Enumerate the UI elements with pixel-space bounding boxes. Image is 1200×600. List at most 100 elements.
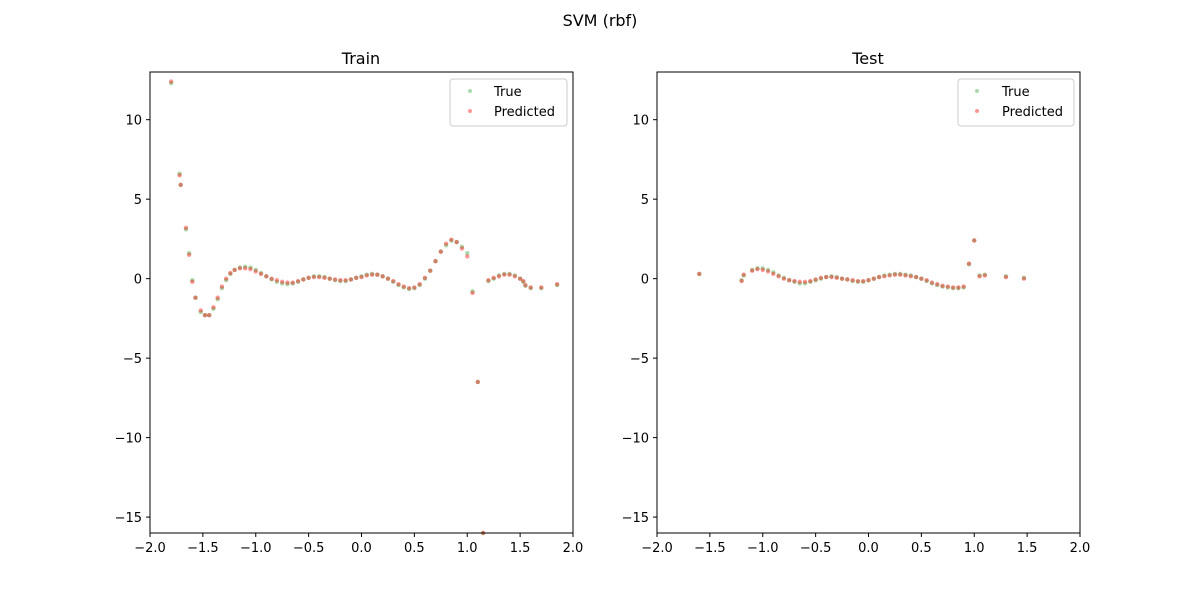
test-x-tick-label: −2.0 <box>641 541 673 556</box>
test-predicted-point <box>871 276 876 281</box>
test-true-point <box>808 279 813 285</box>
train-predicted-point <box>412 285 417 290</box>
train-predicted-point <box>232 267 237 273</box>
train-predicted-point <box>311 274 317 280</box>
train-true-point <box>406 286 412 292</box>
train-true-point <box>223 278 229 283</box>
train-predicted-point <box>211 305 216 310</box>
train-x-tick-label: 1.0 <box>457 541 478 556</box>
test-true-point <box>935 282 940 288</box>
train-true-point <box>401 285 406 290</box>
test-predicted-point <box>945 284 951 289</box>
test-predicted-point <box>855 278 861 284</box>
train-legend-predicted-label: Predicted <box>494 105 555 120</box>
test-legend-true-label: True <box>1001 85 1030 100</box>
train-predicted-point <box>219 284 225 289</box>
train-y-tick-label: 10 <box>125 114 142 129</box>
train-true-point <box>198 309 203 315</box>
train-predicted-point <box>178 182 183 188</box>
test-true-point <box>824 274 829 280</box>
test-predicted-point <box>940 283 945 289</box>
train-true-point <box>465 251 470 256</box>
train-true-point <box>168 80 174 86</box>
test-x-tick-label: −1.0 <box>747 541 779 556</box>
train-true-point <box>177 171 182 176</box>
train-predicted-point <box>359 274 364 280</box>
test-true-point <box>813 278 818 283</box>
train-x-tick-label: 2.0 <box>563 541 584 556</box>
train-predicted-point <box>517 276 523 281</box>
test-legend: True Predicted <box>957 78 1075 127</box>
test-true-point <box>765 267 771 273</box>
test-y-tick-label: −15 <box>622 511 649 526</box>
train-marks <box>168 79 560 536</box>
test-predicted-point <box>977 274 982 279</box>
test-predicted-point <box>919 276 924 281</box>
test-x-tick-label: 2.0 <box>1070 541 1091 556</box>
test-predicted-point <box>892 272 898 277</box>
test-true-point <box>908 273 913 278</box>
train-true-point <box>178 182 183 188</box>
test-true-point <box>834 274 839 280</box>
train-true-point <box>417 282 422 288</box>
test-predicted-point <box>741 272 746 277</box>
train-predicted-point <box>454 239 459 245</box>
test-legend-predicted-marker <box>975 109 979 113</box>
test-true-point <box>887 272 892 277</box>
test-true-point <box>950 285 956 291</box>
test-predicted-point <box>861 278 866 284</box>
train-predicted-point <box>322 275 327 281</box>
train-predicted-point <box>183 225 189 230</box>
test-true-point <box>1003 274 1009 279</box>
train-true-point <box>253 267 258 273</box>
train-legend-predicted-marker <box>468 109 472 113</box>
train-predicted-point <box>332 277 338 282</box>
train-true-point <box>502 271 507 277</box>
train-predicted-point <box>228 270 233 276</box>
test-predicted-point <box>903 273 908 278</box>
test-predicted-point <box>797 279 802 285</box>
test-true-point <box>786 278 792 283</box>
test-predicted-point <box>1003 274 1009 280</box>
test-predicted-point <box>834 275 839 281</box>
test-predicted-point <box>866 278 871 283</box>
test-predicted-point <box>760 267 765 273</box>
train-y-axis: 10 5 0 −5 −10 −15 <box>115 114 150 526</box>
train-true-point <box>215 297 220 302</box>
test-true-point <box>903 272 908 277</box>
test-true-point <box>850 278 855 284</box>
train-predicted-point <box>496 274 502 279</box>
train-predicted-point <box>396 282 401 287</box>
train-predicted-point <box>279 279 285 285</box>
train-predicted-point <box>554 282 560 287</box>
train-legend: True Predicted <box>449 78 568 127</box>
train-predicted-point <box>258 271 264 277</box>
train-predicted-point <box>168 79 174 84</box>
test-true-point <box>866 278 871 283</box>
test-y-axis: 10 5 0 −5 −10 −15 <box>622 114 657 526</box>
train-predicted-point <box>512 274 518 279</box>
test-predicted-point <box>749 268 755 273</box>
test-true-point <box>929 281 935 286</box>
test-predicted-point <box>818 275 824 281</box>
test-true-point <box>966 262 972 267</box>
test-true-point <box>961 285 966 290</box>
train-true-point <box>428 268 433 273</box>
train-predicted-point <box>223 276 229 281</box>
test-predicted-point <box>913 274 919 280</box>
train-predicted-point <box>507 272 512 277</box>
train-true-point <box>375 272 380 277</box>
train-predicted-point <box>459 246 465 251</box>
test-true-point <box>945 285 951 290</box>
train-true-point <box>380 274 385 279</box>
train-x-tick-label: 1.5 <box>510 541 531 556</box>
test-predicted-point <box>697 271 702 277</box>
train-y-tick-label: −15 <box>115 511 142 526</box>
test-predicted-point <box>739 278 744 284</box>
train-predicted-point <box>264 274 269 279</box>
train-predicted-point <box>539 285 544 290</box>
test-x-tick-label: 1.0 <box>964 541 985 556</box>
train-predicted-point <box>406 285 412 291</box>
train-predicted-point <box>443 241 449 246</box>
train-predicted-point <box>380 274 385 279</box>
